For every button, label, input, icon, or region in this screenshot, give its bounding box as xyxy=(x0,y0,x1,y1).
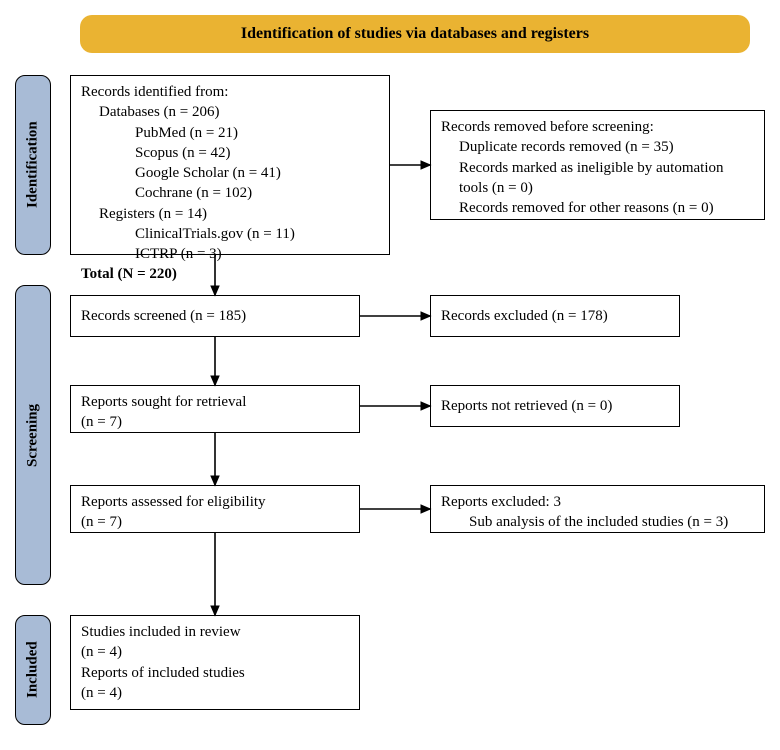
prisma-flow-diagram: Identification of studies via databases … xyxy=(15,15,765,735)
identified-db-3: Cochrane (n = 102) xyxy=(81,183,379,203)
removed-heading: Records removed before screening: xyxy=(441,119,654,135)
excluded-text: Records excluded (n = 178) xyxy=(441,306,608,326)
included-line4: (n = 4) xyxy=(81,685,122,701)
box-records-removed: Records removed before screening: Duplic… xyxy=(430,110,765,220)
identified-databases: Databases (n = 206) xyxy=(81,102,379,122)
identified-db-2: Google Scholar (n = 41) xyxy=(81,163,379,183)
screened-text: Records screened (n = 185) xyxy=(81,306,246,326)
assessed-line1: Reports assessed for eligibility xyxy=(81,494,266,510)
identified-heading: Records identified from: xyxy=(81,84,228,100)
box-reports-not-retrieved: Reports not retrieved (n = 0) xyxy=(430,385,680,427)
phase-included: Included xyxy=(15,615,51,725)
identified-reg-0: ClinicalTrials.gov (n = 11) xyxy=(81,224,379,244)
identified-db-0: PubMed (n = 21) xyxy=(81,123,379,143)
sought-line2: (n = 7) xyxy=(81,414,122,430)
phase-screening: Screening xyxy=(15,285,51,585)
included-line2: (n = 4) xyxy=(81,644,122,660)
header-banner: Identification of studies via databases … xyxy=(80,15,750,53)
phase-included-text: Included xyxy=(25,642,42,699)
notretrieved-text: Reports not retrieved (n = 0) xyxy=(441,396,612,416)
removed-line-0: Duplicate records removed (n = 35) xyxy=(441,137,754,157)
box-records-identified: Records identified from: Databases (n = … xyxy=(70,75,390,255)
identified-total: Total (N = 220) xyxy=(81,266,177,282)
phase-screening-text: Screening xyxy=(25,403,42,466)
box-reports-excluded: Reports excluded: 3 Sub analysis of the … xyxy=(430,485,765,533)
identified-reg-1: ICTRP (n = 3) xyxy=(81,244,379,264)
box-records-screened: Records screened (n = 185) xyxy=(70,295,360,337)
phase-identification: Identification xyxy=(15,75,51,255)
removed-line-1: Records marked as ineligible by automati… xyxy=(441,158,754,199)
sought-line1: Reports sought for retrieval xyxy=(81,394,246,410)
box-reports-sought: Reports sought for retrieval (n = 7) xyxy=(70,385,360,433)
assessed-line2: (n = 7) xyxy=(81,514,122,530)
phase-identification-text: Identification xyxy=(25,122,42,209)
banner-title: Identification of studies via databases … xyxy=(241,25,589,43)
removed-line-2: Records removed for other reasons (n = 0… xyxy=(441,198,754,218)
box-studies-included: Studies included in review (n = 4) Repor… xyxy=(70,615,360,710)
repexcluded-line2: Sub analysis of the included studies (n … xyxy=(441,512,728,532)
box-records-excluded: Records excluded (n = 178) xyxy=(430,295,680,337)
included-line3: Reports of included studies xyxy=(81,665,245,681)
identified-db-1: Scopus (n = 42) xyxy=(81,143,379,163)
included-line1: Studies included in review xyxy=(81,624,241,640)
repexcluded-line1: Reports excluded: 3 xyxy=(441,494,561,510)
box-reports-assessed: Reports assessed for eligibility (n = 7) xyxy=(70,485,360,533)
identified-registers: Registers (n = 14) xyxy=(81,204,379,224)
